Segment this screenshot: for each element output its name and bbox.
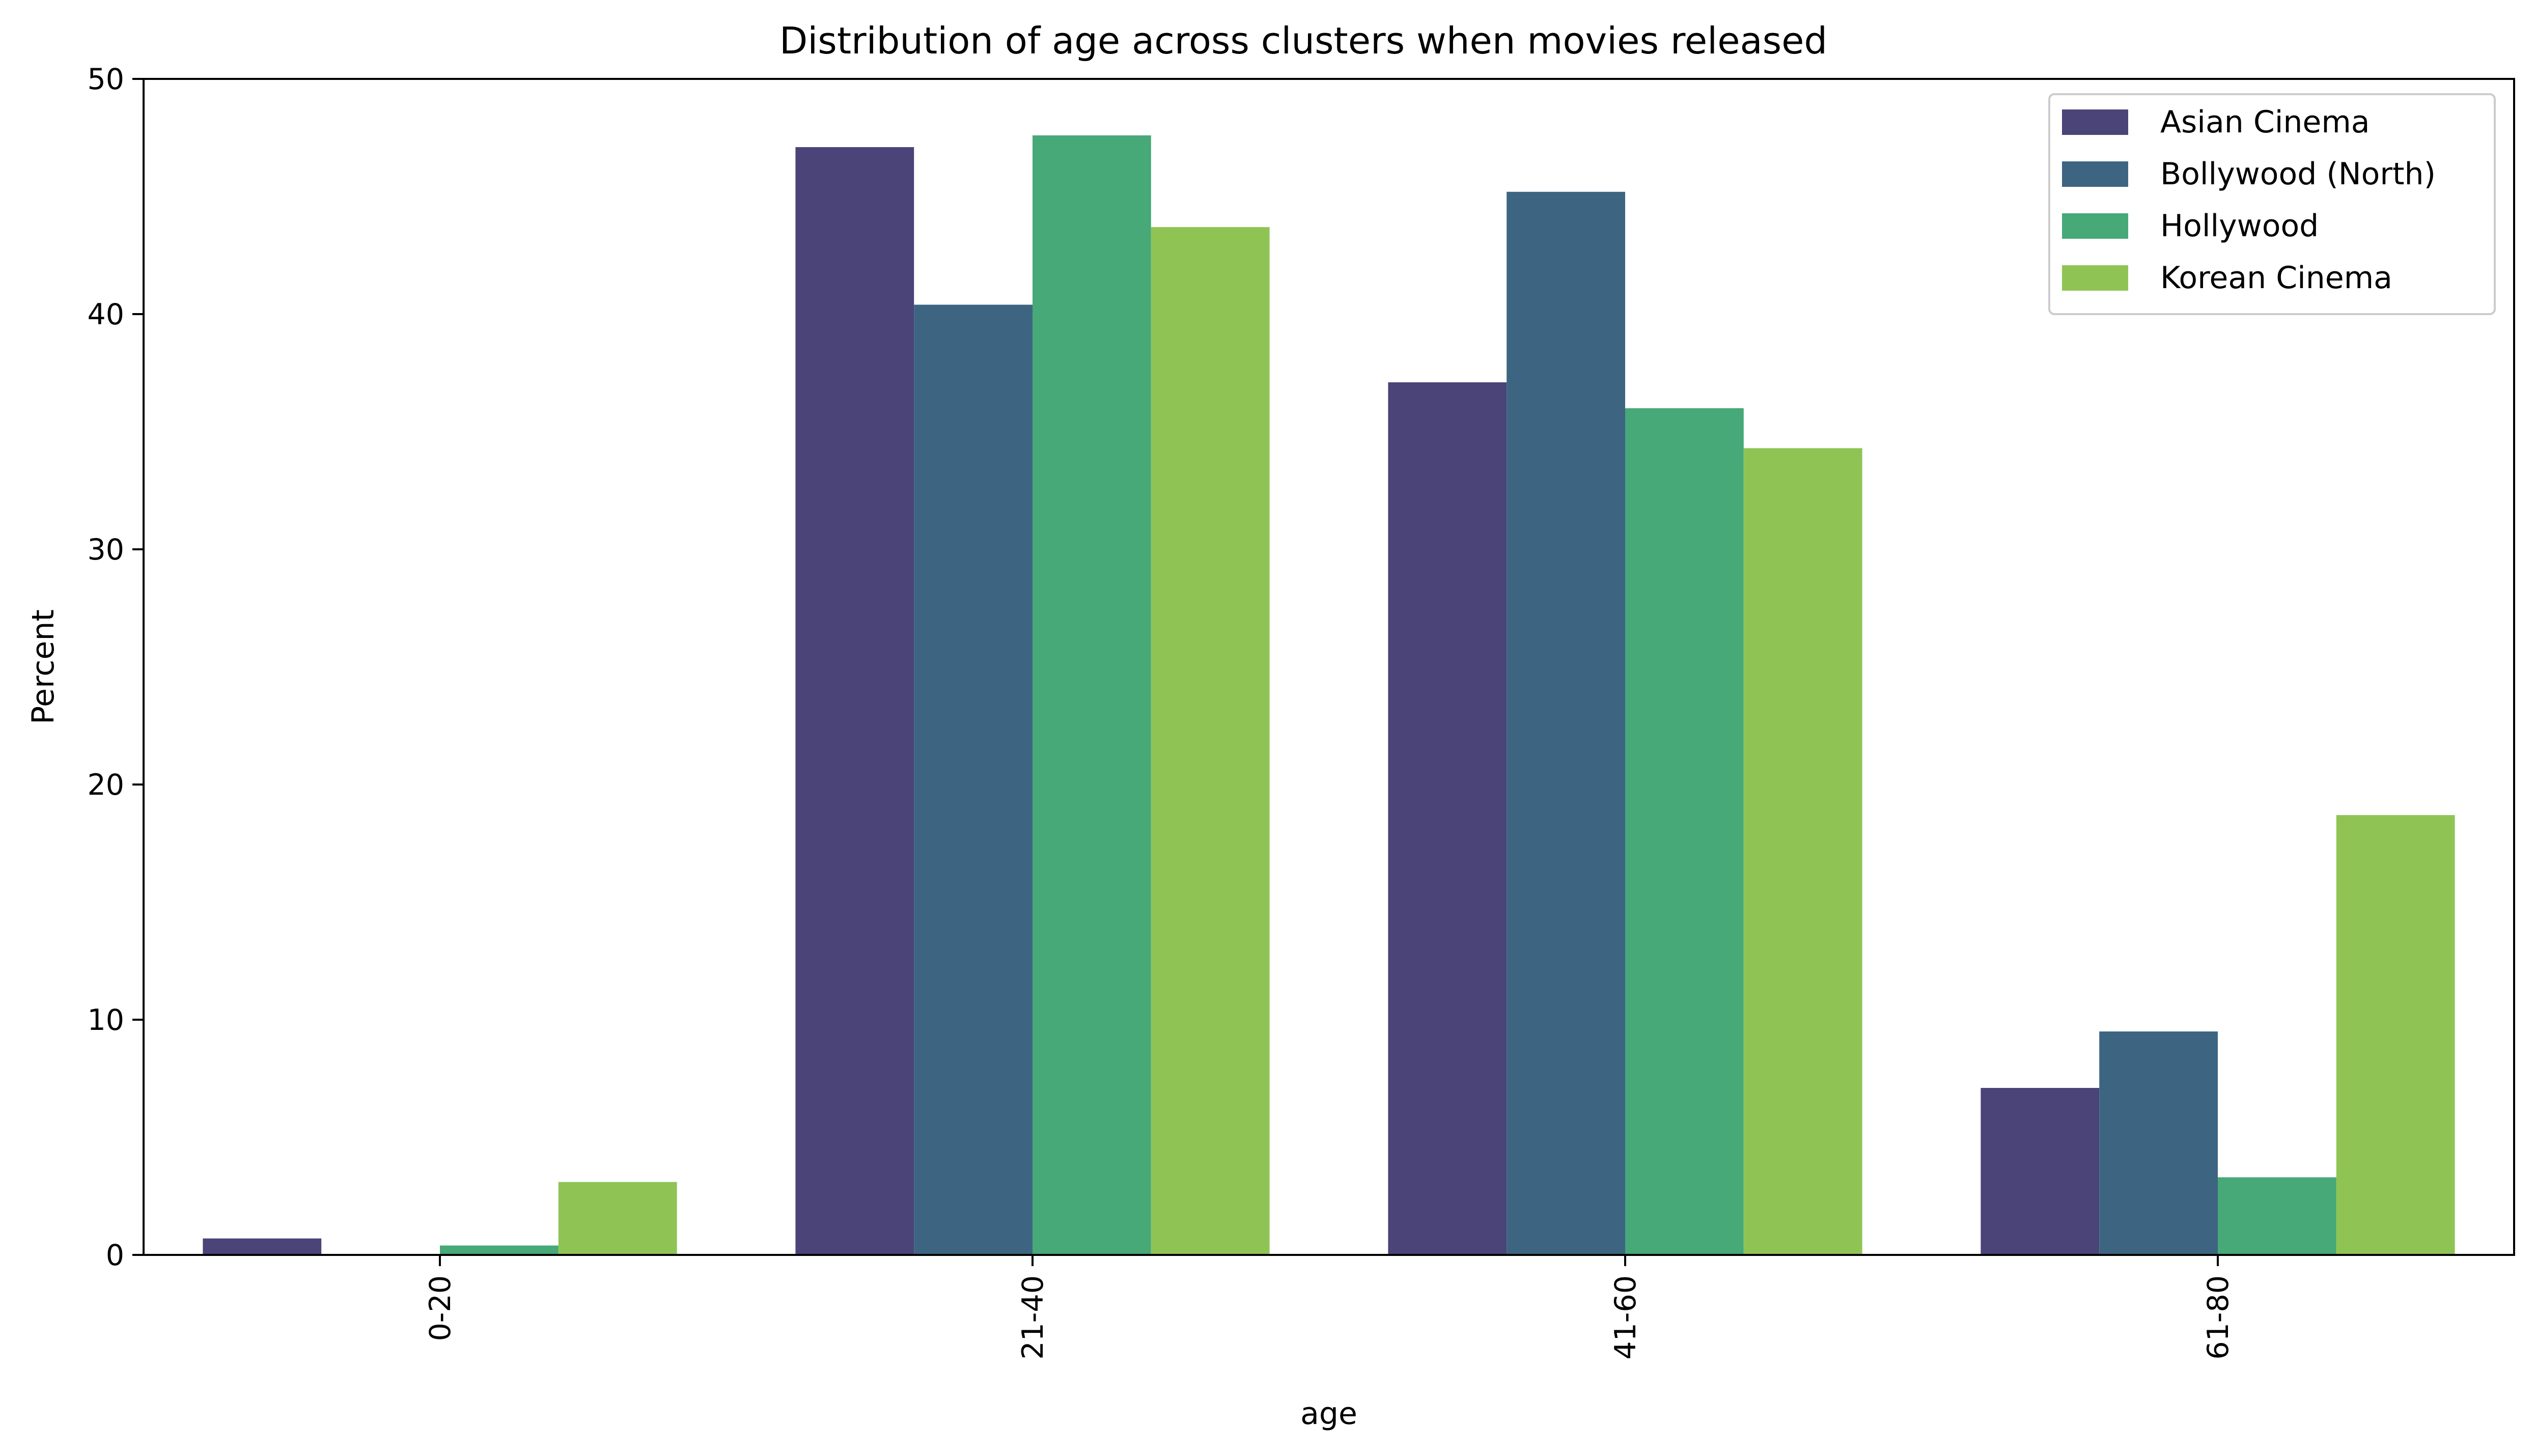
y-axis-ticks: 0 10 20 30 40 50 <box>87 63 144 1272</box>
legend-label: Asian Cinema <box>2160 104 2370 140</box>
legend-label: Korean Cinema <box>2160 260 2392 296</box>
legend-label: Bollywood (North) <box>2160 156 2436 192</box>
bar <box>2218 1177 2336 1255</box>
bar <box>1388 382 1507 1255</box>
bar <box>2336 815 2455 1255</box>
bars-layer <box>203 135 2455 1255</box>
legend-swatch <box>2062 213 2128 239</box>
x-tick-label: 61-80 <box>2201 1275 2235 1360</box>
x-axis-ticks: 0-20 21-40 41-60 61-80 <box>424 1255 2235 1360</box>
y-tick-label: 30 <box>87 533 124 567</box>
chart-title: Distribution of age across clusters when… <box>779 19 1827 62</box>
bar <box>1033 135 1151 1255</box>
plot-frame <box>143 78 2515 1256</box>
bar <box>1981 1087 2100 1255</box>
y-tick-label: 50 <box>87 63 124 96</box>
legend-label: Hollywood <box>2160 208 2319 244</box>
x-axis-label: age <box>1300 1396 1357 1432</box>
x-tick-label: 41-60 <box>1609 1275 1642 1360</box>
bar <box>1625 408 1744 1255</box>
legend-swatch <box>2062 109 2128 135</box>
bar <box>914 304 1033 1255</box>
bar <box>1507 191 1625 1255</box>
legend-frame <box>2048 93 2496 315</box>
bar <box>795 147 914 1255</box>
y-tick-label: 0 <box>106 1239 124 1272</box>
bar <box>1743 448 1862 1255</box>
bar <box>440 1245 559 1255</box>
legend: Asian Cinema Bollywood (North) Hollywood Ko… <box>2048 93 2496 315</box>
bar <box>2099 1031 2218 1255</box>
y-axis-label: Percent <box>25 609 61 724</box>
y-tick-label: 10 <box>87 1003 124 1037</box>
legend-swatch <box>2062 161 2128 187</box>
y-tick-label: 20 <box>87 768 124 802</box>
x-tick-label: 21-40 <box>1016 1275 1050 1360</box>
legend-swatch <box>2062 265 2128 291</box>
bar <box>1151 227 1270 1255</box>
bar <box>203 1238 322 1255</box>
x-tick-label: 0-20 <box>424 1275 457 1341</box>
bar <box>558 1182 677 1255</box>
y-tick-label: 40 <box>87 298 124 331</box>
